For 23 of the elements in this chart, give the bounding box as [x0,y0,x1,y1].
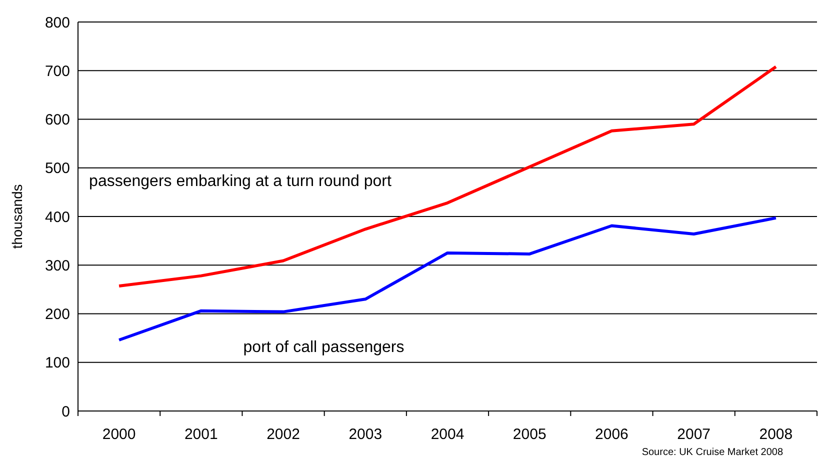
line-series [118,216,778,342]
y-axis-title: thousands [9,184,25,249]
y-tick-label: 600 [44,112,70,128]
x-tick-label: 2002 [266,426,300,443]
y-tick-label: 700 [44,62,70,80]
x-tick-label: 2008 [759,426,793,443]
y-tick-label: 500 [44,160,70,178]
x-tick-label: 2005 [512,426,546,443]
x-tick-label: 2003 [348,426,382,443]
y-tick-label: 100 [44,354,70,372]
y-tick-label: 0 [62,403,70,420]
x-tick-label: 2004 [430,426,464,443]
source-note: Source: UK Cruise Market 2008 [642,447,784,457]
y-tick-label: 200 [44,306,70,323]
y-tick-label: 400 [44,208,70,226]
series-label: port of call passengers [243,338,404,356]
x-tick-label: 2000 [102,426,136,443]
series-label: passengers embarking at a turn round port [89,173,392,190]
x-tick-label: 2006 [595,426,628,443]
y-tick-label: 800 [44,14,70,32]
y-tick-label: 300 [44,257,70,274]
x-tick-label: 2007 [677,426,711,443]
x-tick-label: 2001 [184,426,218,443]
